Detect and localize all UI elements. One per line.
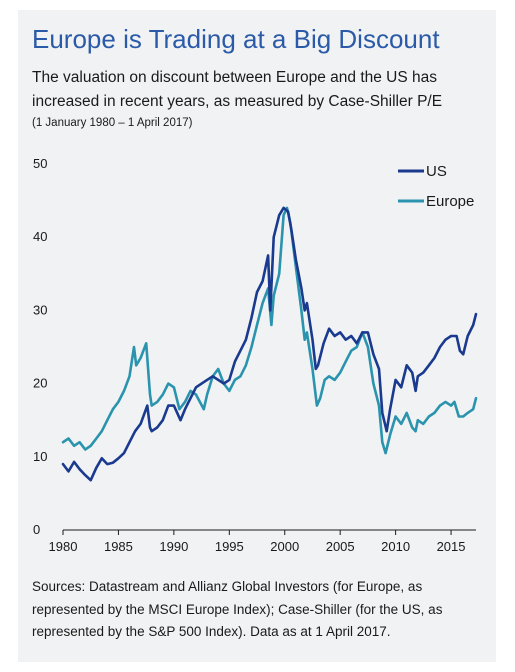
chart-title: Europe is Trading at a Big Discount (32, 24, 440, 54)
x-tick-label: 1995 (215, 539, 244, 554)
sources-note: Sources: Datastream and Allianz Global I… (32, 579, 443, 639)
x-tick-label: 2010 (381, 539, 410, 554)
y-tick-label: 50 (33, 156, 47, 171)
chart-subtitle: The valuation on discount between Europe… (32, 69, 443, 110)
legend-label-europe: Europe (426, 193, 474, 210)
x-tick-label: 1990 (159, 539, 188, 554)
x-tick-label: 1985 (104, 539, 133, 554)
x-tick-label: 2015 (437, 539, 466, 554)
series-line-europe (61, 206, 478, 455)
date-range: (1 January 1980 – 1 April 2017) (32, 117, 193, 129)
y-tick-label: 40 (33, 229, 47, 244)
y-tick-label: 20 (33, 376, 47, 391)
x-tick-label: 2005 (326, 539, 355, 554)
legend-label-us: US (426, 163, 447, 180)
y-tick-label: 0 (33, 522, 40, 537)
y-tick-label: 10 (33, 449, 47, 464)
x-tick-label: 2000 (270, 539, 299, 554)
series-line-us (61, 206, 478, 482)
y-tick-label: 30 (33, 302, 47, 317)
chart-card (18, 10, 496, 662)
x-tick-label: 1980 (49, 539, 78, 554)
